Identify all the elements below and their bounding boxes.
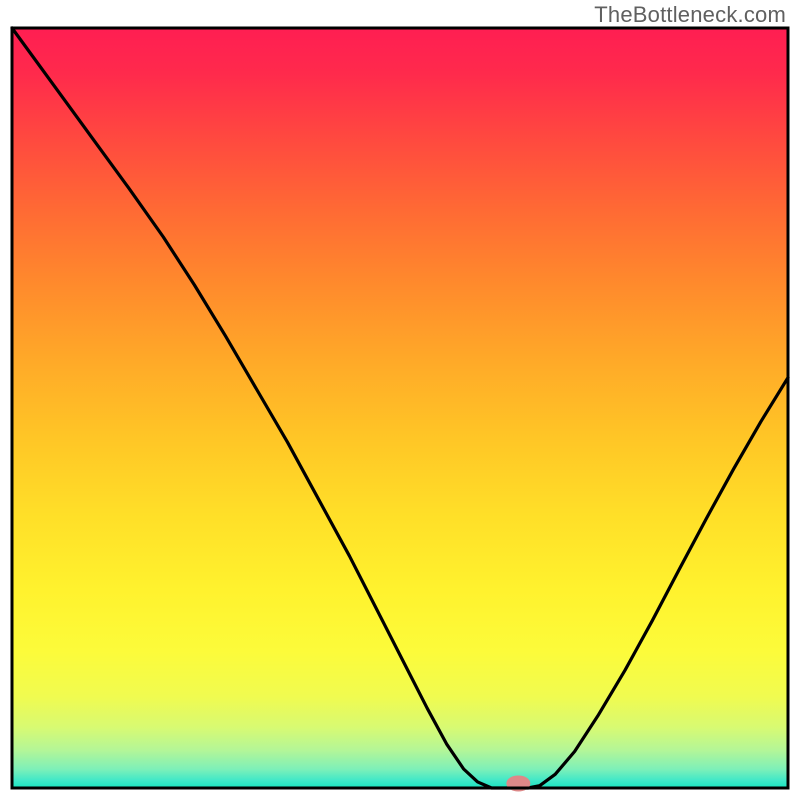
- watermark-text: TheBottleneck.com: [594, 2, 786, 28]
- plot-background: [12, 28, 788, 788]
- chart-container: TheBottleneck.com: [0, 0, 800, 800]
- bottleneck-chart: [0, 0, 800, 800]
